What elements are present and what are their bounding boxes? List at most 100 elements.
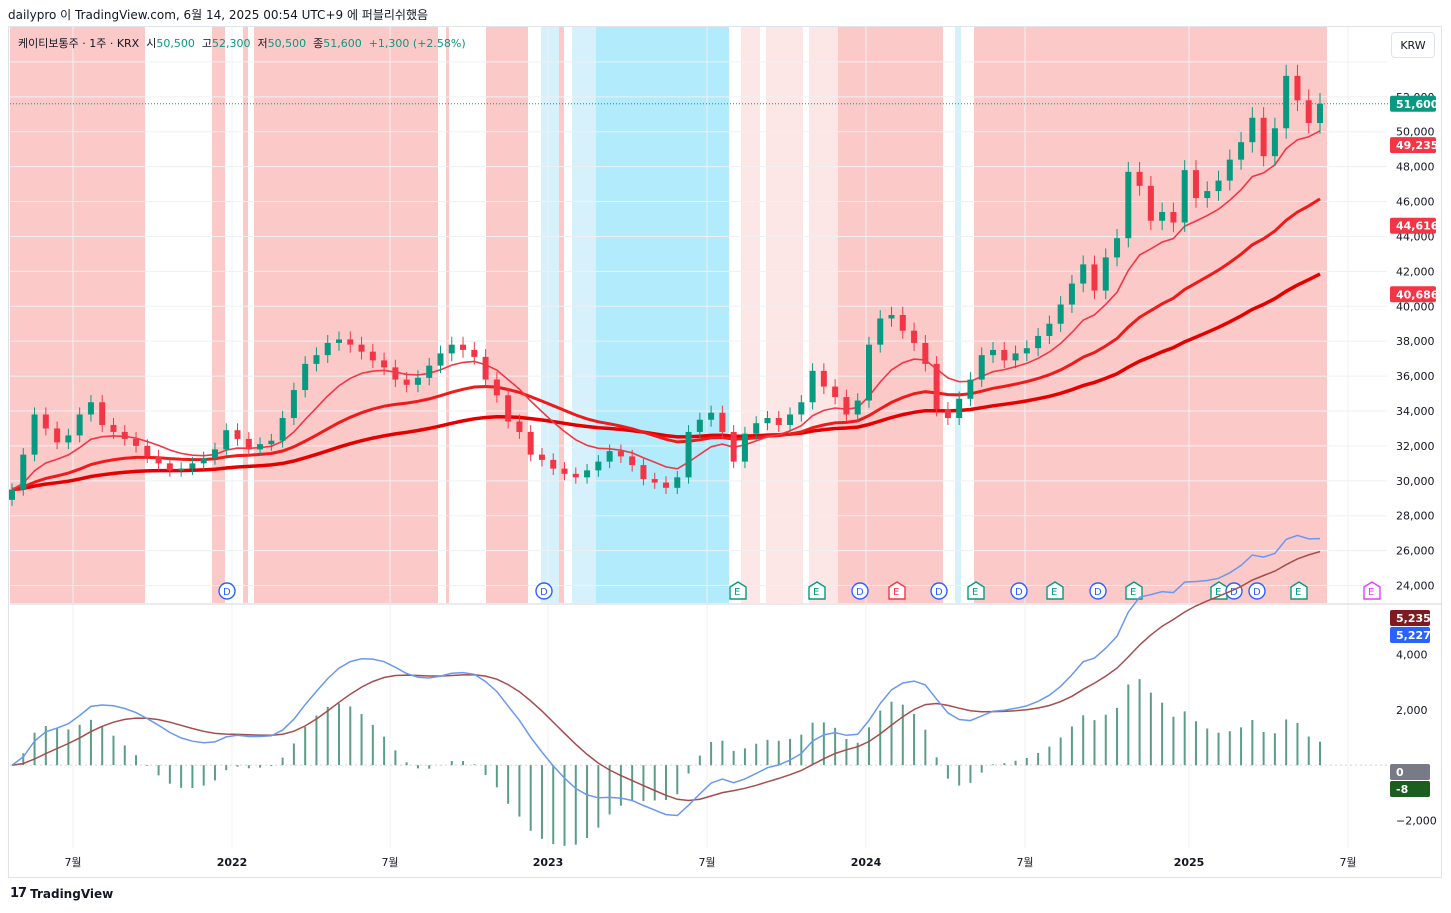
price-tick-label: 26,000 bbox=[1396, 545, 1435, 558]
macd-tick-label: −2,000 bbox=[1396, 814, 1437, 827]
candle-body bbox=[1226, 159, 1233, 181]
candle-body bbox=[865, 344, 872, 401]
price-label-box bbox=[1390, 286, 1436, 303]
candle-body bbox=[922, 342, 929, 364]
candle-body bbox=[1260, 117, 1267, 157]
candle-body bbox=[347, 339, 354, 345]
price-tick-label: 28,000 bbox=[1396, 510, 1435, 523]
macd-value-box bbox=[1390, 610, 1430, 626]
candle-body bbox=[899, 315, 906, 331]
event-marker-label: D bbox=[540, 587, 548, 598]
candle-body bbox=[753, 423, 760, 434]
regime-band bbox=[955, 27, 961, 603]
candle-body bbox=[1102, 257, 1109, 291]
candle-body bbox=[42, 414, 49, 429]
earnings-marker-icon bbox=[729, 581, 747, 600]
regime-band bbox=[243, 27, 248, 603]
candle-body bbox=[1001, 349, 1008, 361]
regime-band bbox=[559, 27, 564, 603]
price-tick-label: 38,000 bbox=[1396, 335, 1435, 348]
candle-body bbox=[550, 459, 557, 469]
candle-body bbox=[87, 402, 94, 415]
ma-mid-line bbox=[11, 197, 1321, 491]
candle-body bbox=[505, 395, 512, 422]
tradingview-logo-text: TradingView bbox=[30, 886, 114, 901]
candle-body bbox=[696, 419, 703, 432]
high-value: 52,300 bbox=[211, 37, 251, 50]
regime-band bbox=[446, 27, 449, 603]
dividend-marker-icon bbox=[1010, 582, 1028, 600]
candle-body bbox=[336, 339, 342, 343]
candle-body bbox=[651, 479, 658, 483]
event-marker-label: D bbox=[1253, 587, 1261, 598]
candle-body bbox=[809, 370, 816, 403]
currency-button[interactable]: KRW bbox=[1391, 32, 1435, 58]
candle-body bbox=[31, 414, 38, 455]
candle-body bbox=[189, 463, 196, 469]
candle-body bbox=[1091, 264, 1098, 291]
event-marker-label: E bbox=[1368, 587, 1374, 598]
candle-body bbox=[741, 433, 748, 462]
dividend-marker-icon bbox=[851, 582, 869, 600]
candle-body bbox=[719, 412, 726, 432]
earnings-marker-icon bbox=[808, 581, 826, 600]
candle-body bbox=[606, 451, 613, 462]
candle-body bbox=[133, 438, 140, 446]
time-tick-label: 2022 bbox=[217, 856, 248, 869]
price-label-box bbox=[1390, 217, 1436, 234]
change-value: +1,300 (+2.58%) bbox=[368, 37, 466, 50]
time-tick-label: 2023 bbox=[533, 856, 564, 869]
candle-body bbox=[1305, 100, 1312, 123]
macd-line bbox=[11, 534, 1321, 817]
candle-body bbox=[392, 367, 399, 380]
candle-body bbox=[471, 349, 478, 357]
candle-body bbox=[144, 445, 151, 457]
event-marker-label: D bbox=[935, 587, 943, 598]
price-tick-label: 48,000 bbox=[1396, 161, 1435, 174]
regime-band bbox=[212, 27, 225, 603]
event-marker-label: E bbox=[893, 587, 899, 598]
candle-body bbox=[685, 431, 692, 478]
regime-band bbox=[572, 27, 596, 603]
symbol-name[interactable]: 케이티보통주 · 1주 · KRX bbox=[18, 37, 140, 50]
tradingview-footer: 17 TradingView bbox=[10, 886, 113, 901]
macd-value-box bbox=[1390, 764, 1430, 780]
earnings-marker-icon bbox=[888, 581, 906, 600]
price-tick-label: 34,000 bbox=[1396, 405, 1435, 418]
dividend-marker-icon bbox=[1248, 582, 1266, 600]
macd-value-text: -8 bbox=[1396, 783, 1408, 796]
candle-body bbox=[572, 473, 579, 478]
price-tick-label: 32,000 bbox=[1396, 440, 1435, 453]
candle-body bbox=[1271, 128, 1278, 157]
candle-body bbox=[854, 400, 861, 415]
candle-body bbox=[1035, 335, 1042, 349]
ma-fast-line bbox=[11, 130, 1321, 491]
low-value: 50,500 bbox=[267, 37, 307, 50]
candle-body bbox=[595, 461, 602, 471]
close-label: 종 bbox=[313, 37, 324, 50]
regime-band bbox=[766, 27, 803, 603]
dividend-marker-icon bbox=[535, 582, 553, 600]
candle-body bbox=[538, 454, 545, 460]
price-tick-label: 42,000 bbox=[1396, 265, 1435, 278]
candle-body bbox=[967, 379, 974, 399]
regime-band bbox=[596, 27, 729, 603]
candle-body bbox=[1046, 323, 1053, 336]
time-tick-label: 7월 bbox=[698, 856, 715, 869]
candle-body bbox=[1012, 353, 1019, 361]
candle-body bbox=[358, 344, 365, 352]
price-tick-label: 30,000 bbox=[1396, 475, 1435, 488]
time-tick-label: 7월 bbox=[1339, 856, 1356, 869]
candle-body bbox=[482, 356, 489, 380]
candle-body bbox=[223, 430, 230, 450]
macd-value-text: 5,235 bbox=[1396, 612, 1431, 625]
regime-band bbox=[254, 27, 438, 603]
candle-body bbox=[561, 468, 568, 474]
candle-body bbox=[178, 468, 185, 471]
candle-body bbox=[1159, 212, 1166, 221]
earnings-marker-icon bbox=[1125, 581, 1143, 600]
time-tick-label: 7월 bbox=[1016, 856, 1033, 869]
candle-body bbox=[1125, 171, 1132, 239]
macd-value-box bbox=[1390, 781, 1430, 797]
